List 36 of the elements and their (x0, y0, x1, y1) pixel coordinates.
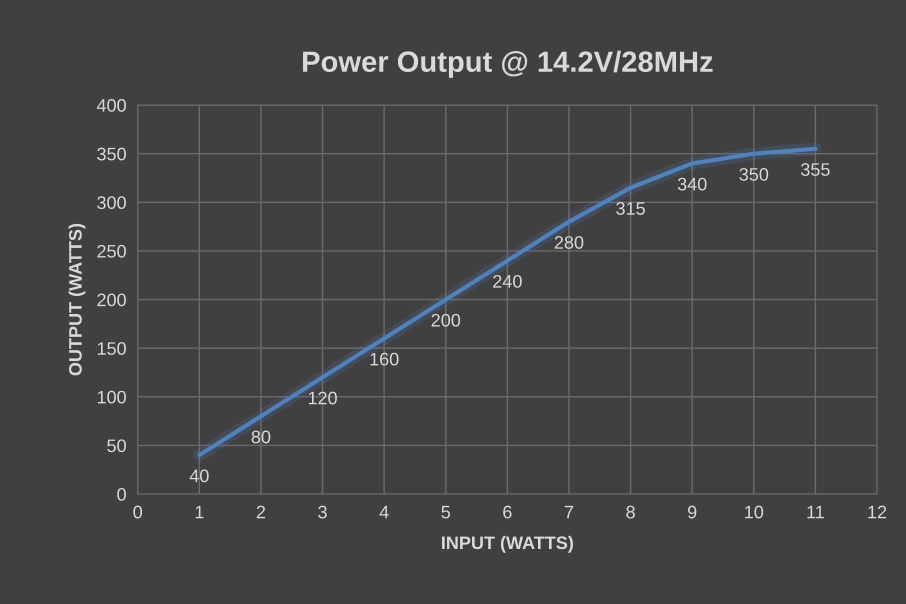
data-label: 80 (252, 430, 270, 444)
x-tick-label: 8 (626, 506, 635, 518)
data-label: 315 (616, 202, 645, 215)
x-tick-label: 0 (133, 506, 142, 518)
y-tick-label: 400 (96, 99, 126, 112)
x-tick-label: 1 (196, 506, 204, 518)
x-axis-title: INPUT (WATTS) (442, 536, 573, 553)
x-tick-label: 3 (318, 506, 327, 518)
y-axis-title: OUTPUT (WATTS) (68, 224, 86, 376)
data-label: 280 (554, 236, 584, 249)
y-tick-label: 0 (117, 488, 126, 501)
data-label: 200 (432, 314, 460, 327)
x-tick-label: 11 (807, 506, 824, 518)
x-tick-label: 2 (256, 506, 266, 518)
y-tick-label: 150 (98, 342, 126, 355)
y-tick-label: 350 (97, 148, 126, 160)
x-tick-label: 12 (868, 506, 886, 518)
data-label: 340 (678, 178, 707, 191)
x-tick-label: 5 (441, 506, 450, 518)
x-tick-label: 9 (688, 506, 696, 518)
x-tick-label: 10 (745, 506, 764, 518)
data-label: 240 (493, 274, 522, 288)
x-tick-label: 6 (503, 506, 512, 518)
y-tick-label: 50 (107, 439, 126, 452)
y-tick-label: 300 (97, 196, 126, 210)
data-label: 355 (801, 163, 830, 176)
x-tick-label: 7 (564, 506, 574, 518)
chart-title: Power Output @ 14.2V/28MHz (303, 50, 713, 78)
data-label: 120 (308, 392, 337, 404)
data-label: 160 (370, 352, 398, 366)
y-tick-label: 100 (98, 390, 126, 404)
data-label: 40 (190, 469, 209, 482)
x-tick-label: 4 (380, 506, 389, 518)
y-tick-label: 200 (97, 294, 126, 306)
data-label: 350 (739, 168, 768, 181)
y-tick-label: 250 (97, 244, 126, 258)
